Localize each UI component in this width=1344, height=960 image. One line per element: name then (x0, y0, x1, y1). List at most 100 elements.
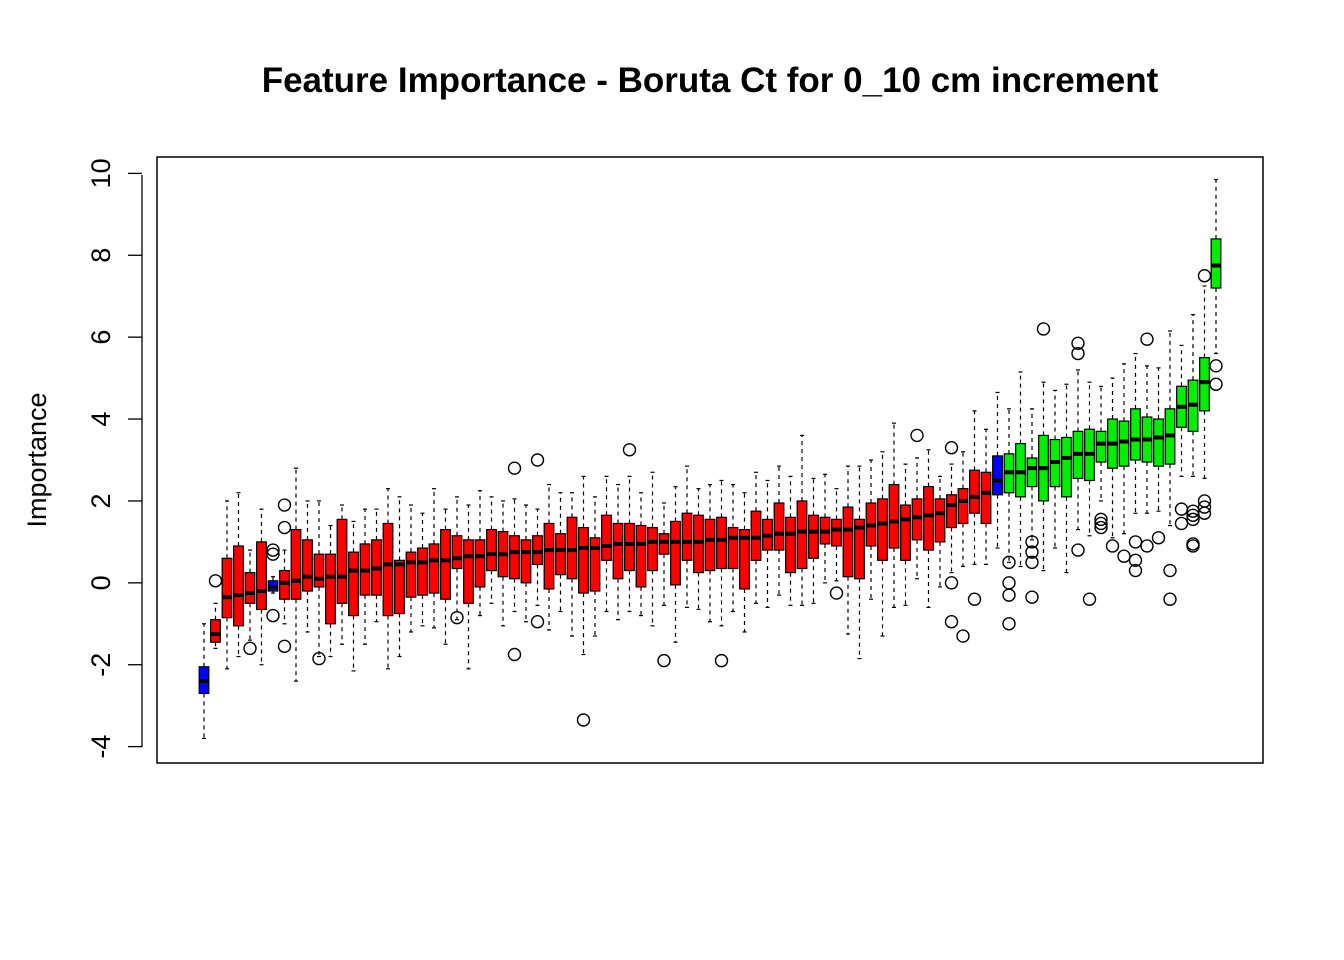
box-body (1153, 418, 1164, 467)
box-rejected (829, 488, 844, 600)
outlier-point (967, 592, 982, 606)
outlier-point (956, 629, 970, 643)
box-body (325, 553, 336, 625)
y-tick-label: -4 (86, 735, 116, 759)
box-rejected (923, 449, 934, 609)
box-rejected (693, 488, 704, 611)
outlier-point (1025, 535, 1039, 549)
box-rejected (944, 441, 959, 629)
box-confirmed (1140, 332, 1154, 553)
box-confirmed (1015, 371, 1026, 568)
box-rejected (819, 473, 831, 584)
box-body (313, 553, 325, 588)
chart-title: Feature Importance - Boruta Ct for 0_10 … (262, 61, 1159, 100)
box-rejected (348, 520, 359, 672)
box-rejected (463, 504, 474, 670)
box-body (210, 619, 221, 643)
outlier-point (1002, 555, 1016, 570)
box-body (658, 533, 670, 555)
box-rejected (486, 496, 497, 604)
box-confirmed (1071, 336, 1085, 557)
outlier-point (1128, 553, 1143, 568)
outlier-point (530, 615, 545, 629)
outlier-point (1151, 531, 1166, 545)
box-rejected (762, 479, 773, 609)
box-rejected (208, 574, 223, 649)
box-body (290, 529, 302, 600)
box-body (704, 518, 716, 572)
box-body (463, 539, 474, 604)
outlier-point (1025, 590, 1039, 604)
box-shadow (266, 543, 280, 623)
box-rejected (312, 500, 326, 666)
box-rejected (394, 496, 405, 658)
box-rejected (739, 492, 750, 633)
box-body (336, 518, 348, 604)
outlier-point (1140, 539, 1154, 553)
outlier-point (714, 653, 729, 668)
outlier-point (622, 443, 637, 457)
box-confirmed (1128, 352, 1143, 578)
outlier-point (1163, 563, 1177, 578)
box-body (647, 526, 658, 572)
outlier-point (208, 574, 223, 588)
outlier-point (1025, 545, 1039, 559)
box-rejected (670, 486, 681, 643)
outlier-point (1186, 512, 1200, 527)
box-body (635, 524, 647, 588)
box-body (532, 535, 543, 566)
box-body (233, 545, 244, 627)
outlier-point (1036, 322, 1051, 336)
outlier-point (1071, 346, 1085, 361)
box-rejected (371, 508, 382, 623)
y-tick-label: -2 (86, 653, 116, 677)
box-confirmed (1094, 385, 1108, 535)
box-body (1026, 457, 1038, 488)
outlier-point (507, 461, 522, 475)
box-rejected (854, 465, 865, 660)
box-rejected (290, 467, 302, 682)
box-rejected (714, 479, 729, 668)
outlier-point (1197, 500, 1212, 514)
box-body (624, 522, 635, 572)
box-rejected (520, 504, 532, 623)
outlier-point (1186, 539, 1200, 553)
box-rejected (877, 451, 888, 637)
outlier-point (277, 639, 292, 654)
box-rejected (657, 502, 671, 668)
box-rejected (601, 475, 612, 613)
box-shadow (992, 391, 1003, 549)
box-confirmed (1036, 322, 1051, 572)
box-body (980, 471, 992, 525)
outlier-point (1209, 359, 1223, 373)
outlier-point (1002, 617, 1016, 631)
outlier-point (1197, 269, 1212, 283)
box-rejected (543, 483, 555, 631)
box-confirmed (1209, 178, 1223, 391)
box-body (474, 539, 486, 588)
box-body (1061, 436, 1072, 498)
outlier-point (1094, 516, 1108, 531)
box-body (244, 572, 256, 604)
box-rejected (576, 475, 591, 727)
outlier-point (1094, 512, 1108, 527)
outlier-point (1163, 592, 1177, 606)
box-body (670, 520, 681, 586)
box-body (877, 498, 888, 561)
outlier-point (657, 653, 671, 668)
box-body (739, 529, 750, 590)
box-body (509, 535, 520, 580)
box-rejected (980, 428, 992, 566)
box-confirmed (1105, 377, 1120, 553)
box-rejected (450, 496, 464, 625)
outlier-point (243, 641, 257, 656)
box-body (808, 514, 819, 559)
box-rejected (440, 508, 451, 645)
box-body (578, 526, 589, 594)
y-tick-label: 10 (86, 158, 116, 188)
box-confirmed (1049, 389, 1061, 549)
box-body (957, 488, 969, 525)
box-rejected (956, 451, 970, 643)
box-body (1210, 238, 1222, 289)
box-confirmed (1197, 269, 1212, 520)
